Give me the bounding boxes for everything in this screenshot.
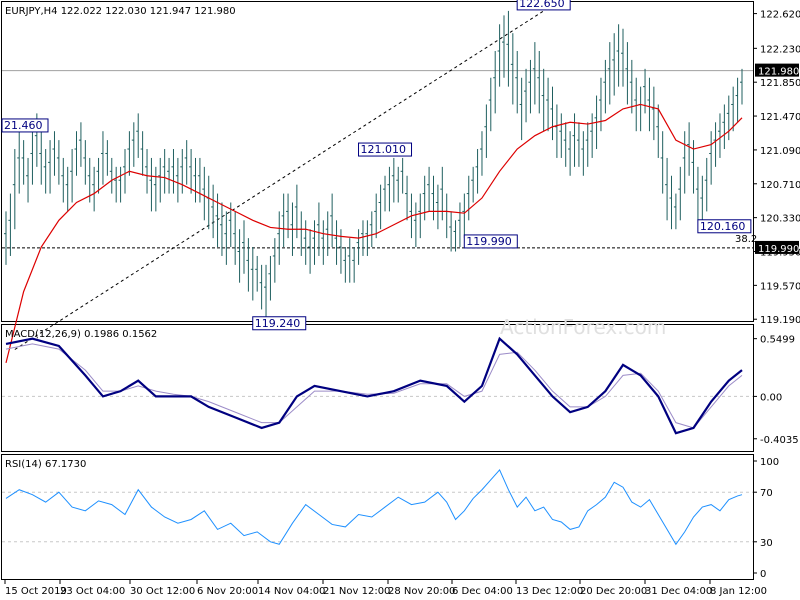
moving-average-line bbox=[5, 103, 743, 364]
x-tick-label: 31 Dec 04:00 bbox=[645, 586, 712, 597]
rsi-header: RSI(14) 67.1730 bbox=[5, 459, 86, 470]
current-price-box bbox=[755, 63, 799, 77]
price-callout-label: 119.240 bbox=[255, 317, 301, 330]
price-callout-label: 120.160 bbox=[700, 220, 746, 233]
support-price-label: 119.990 bbox=[758, 244, 799, 255]
price-header: EURJPY,H4 122.022 122.030 121.947 121.98… bbox=[5, 6, 236, 17]
x-tick-label: 13 Dec 12:00 bbox=[516, 586, 583, 597]
price-callout-box bbox=[516, 0, 571, 11]
macd-panel bbox=[1, 324, 754, 452]
rsi-panel bbox=[1, 454, 754, 580]
x-tick-label: 14 Nov 04:00 bbox=[258, 586, 325, 597]
x-tick-label: 30 Oct 12:00 bbox=[130, 586, 195, 597]
x-tick-label: 8 Jan 12:00 bbox=[710, 586, 767, 597]
price-callout-box bbox=[252, 316, 307, 331]
watermark: ActionForex.com bbox=[500, 315, 666, 339]
price-y-tick-label: 121.470 bbox=[760, 112, 800, 123]
x-tick-label: 6 Nov 20:00 bbox=[197, 586, 258, 597]
rsi-y-tick-label: 100 bbox=[760, 457, 779, 468]
price-y-tick-label: 119.190 bbox=[760, 315, 800, 326]
x-tick-label: 6 Dec 04:00 bbox=[452, 586, 513, 597]
current-price-label: 121.980 bbox=[758, 67, 799, 78]
macd-header: MACD(12,26,9) 0.1986 0.1562 bbox=[5, 329, 157, 340]
x-tick-label: 23 Oct 04:00 bbox=[60, 586, 125, 597]
price-callout-box bbox=[463, 234, 518, 249]
price-callout-box bbox=[358, 142, 413, 157]
x-tick-label: 21 Nov 12:00 bbox=[323, 586, 390, 597]
support-price-box bbox=[755, 240, 799, 254]
macd-y-tick-label: -0.4035 bbox=[760, 435, 799, 446]
x-tick-label: 20 Dec 20:00 bbox=[580, 586, 647, 597]
x-tick-label: 15 Oct 2019 bbox=[5, 586, 67, 597]
price-y-tick-label: 121.090 bbox=[760, 146, 800, 157]
price-callout-label: 119.990 bbox=[466, 235, 512, 248]
price-callout: 119.990 bbox=[463, 234, 518, 249]
price-callout-label: 121.010 bbox=[361, 143, 407, 156]
price-callout: 122.650 bbox=[516, 0, 571, 11]
price-callout: 120.160 bbox=[697, 219, 752, 234]
rsi-y-tick-label: 30 bbox=[760, 538, 773, 549]
price-callout: 119.240 bbox=[252, 316, 307, 331]
rsi-line bbox=[5, 468, 743, 546]
price-panel bbox=[1, 1, 754, 322]
macd-y-tick-label: 0.00 bbox=[760, 392, 782, 403]
fib-label: 38.2 bbox=[735, 234, 757, 245]
rsi-y-tick-label: 70 bbox=[760, 488, 773, 499]
macd-signal-line bbox=[5, 343, 743, 429]
rsi-y-tick-label: 0 bbox=[760, 569, 766, 580]
price-callout-box bbox=[697, 219, 752, 234]
price-y-tick-label: 119.570 bbox=[760, 281, 800, 292]
macd-main-line bbox=[5, 336, 743, 435]
price-y-tick-label: 122.230 bbox=[760, 44, 800, 55]
price-y-tick-label: 122.620 bbox=[760, 10, 800, 21]
price-callout-box bbox=[1, 118, 49, 133]
x-tick-label: 28 Nov 20:00 bbox=[388, 586, 455, 597]
trendline bbox=[14, 10, 544, 350]
price-callout: 121.010 bbox=[358, 142, 413, 157]
price-y-tick-label: 121.850 bbox=[760, 78, 800, 89]
macd-y-tick-label: 0.5499 bbox=[760, 335, 795, 346]
price-y-tick-label: 120.330 bbox=[760, 214, 800, 225]
price-callout-label: 122.650 bbox=[519, 0, 565, 10]
price-callout: 21.460 bbox=[1, 118, 49, 133]
price-callout-label: 21.460 bbox=[4, 119, 43, 132]
price-y-tick-label: 120.710 bbox=[760, 180, 800, 191]
